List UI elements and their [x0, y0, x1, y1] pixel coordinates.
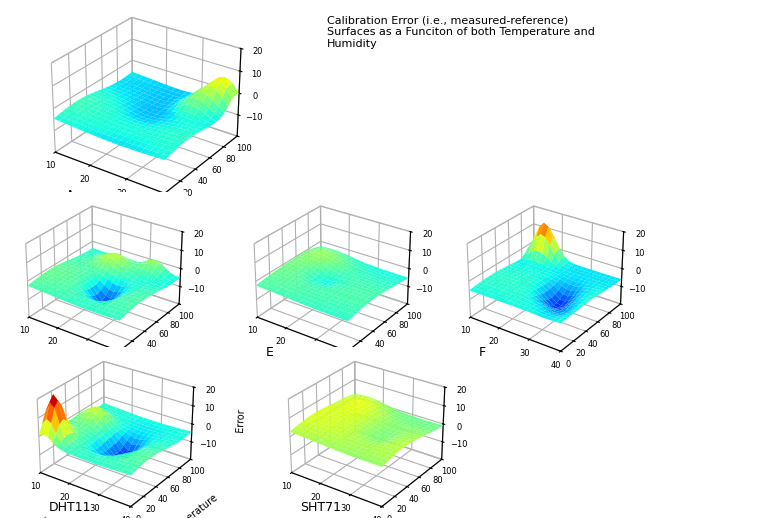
Text: E: E [266, 346, 274, 359]
Text: Calibration Error (i.e., measured-reference)
Surfaces as a Funciton of both Temp: Calibration Error (i.e., measured-refere… [327, 16, 595, 49]
Text: SHT71: SHT71 [301, 501, 342, 514]
Text: F: F [479, 346, 486, 359]
Text: D: D [38, 346, 47, 359]
Text: DHT11: DHT11 [49, 501, 91, 514]
X-axis label: Humidity: Humidity [40, 516, 84, 518]
Y-axis label: Temperature: Temperature [165, 493, 220, 518]
Text: A: A [66, 189, 75, 202]
